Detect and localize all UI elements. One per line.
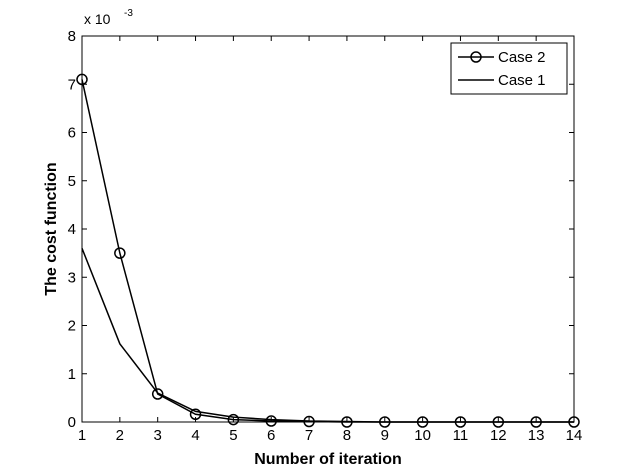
x-tick-label: 2 (116, 427, 124, 444)
x-axis-title: Number of iteration (254, 451, 402, 468)
legend-label-case-2: Case 2 (498, 49, 546, 66)
y-tick-label: 8 (68, 28, 76, 45)
x-tick-label: 7 (305, 427, 313, 444)
chart-legend: Case 2 Case 1 (450, 42, 568, 95)
series-line-case-2 (81, 79, 574, 423)
data-point-case-2 (114, 247, 126, 259)
series-line-case-1 (81, 248, 574, 423)
y-multiplier-label: x 10 (84, 11, 111, 27)
y-tick-label: 2 (68, 318, 76, 335)
x-tick-label: 1 (78, 427, 86, 444)
x-tick-label: 3 (154, 427, 162, 444)
legend-marker-case-2 (470, 51, 482, 63)
x-tick-label: 6 (267, 427, 275, 444)
x-tick-label: 10 (414, 427, 431, 444)
data-point-case-2 (265, 415, 277, 427)
chart-marks (76, 73, 580, 428)
y-tick-label: 6 (68, 125, 76, 142)
x-tick-label: 8 (343, 427, 351, 444)
y-multiplier-exponent: -3 (124, 8, 133, 19)
y-tick-label: 3 (68, 269, 76, 286)
y-tick-label: 0 (68, 414, 76, 431)
y-tick-label: 5 (68, 173, 76, 190)
legend-box (450, 42, 568, 95)
legend-label-case-1: Case 1 (498, 72, 546, 89)
x-tick-label: 5 (229, 427, 237, 444)
x-tick-label: 14 (566, 427, 583, 444)
data-point-case-2 (151, 388, 164, 400)
y-tick-label: 1 (68, 366, 76, 383)
x-tick-label: 13 (528, 427, 545, 444)
plot-area-frame (81, 35, 575, 423)
y-tick-label: 4 (68, 221, 76, 238)
x-tick-label: 9 (381, 427, 389, 444)
data-point-case-2 (227, 413, 240, 426)
y-tick-label: 7 (68, 76, 76, 93)
x-tick-label: 12 (490, 427, 507, 444)
x-tick-label: 11 (453, 427, 469, 444)
y-axis-title: The cost function (43, 162, 60, 295)
x-tick-label: 4 (191, 427, 199, 444)
